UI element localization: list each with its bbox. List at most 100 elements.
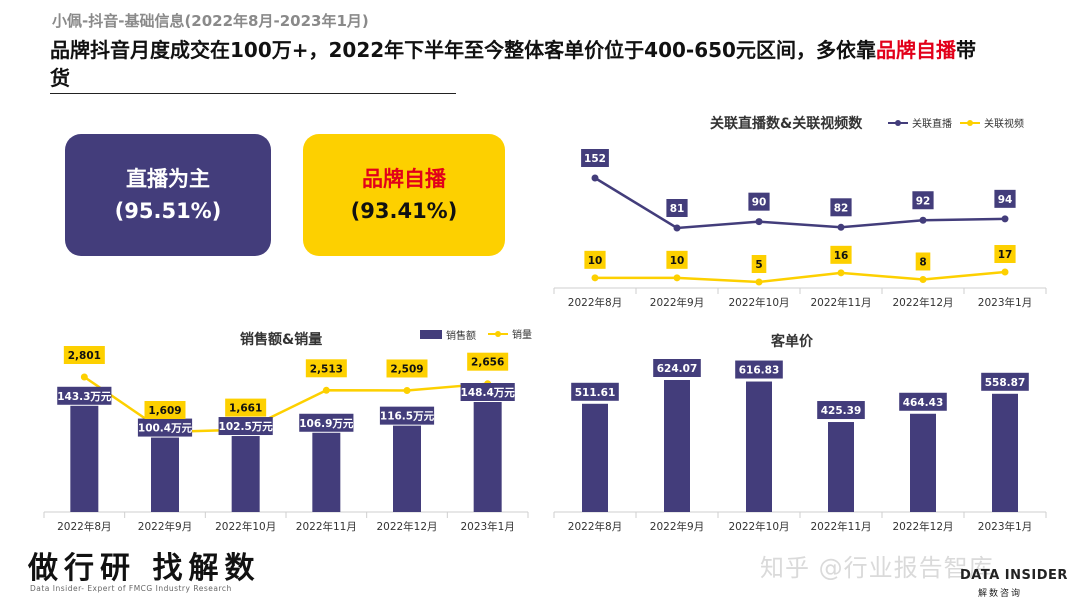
legend-marker: [495, 331, 501, 337]
live-share-card: 直播为主 (95.51%): [65, 134, 271, 256]
sales-bar: [312, 432, 341, 512]
data-insider-logo: DATA INSIDER: [960, 568, 1068, 583]
watermark: 知乎 @行业报告智库: [760, 554, 994, 582]
data-label-bg: [751, 255, 767, 273]
data-point: [322, 386, 330, 394]
data-label-bg: [830, 198, 852, 217]
data-label: 10: [670, 255, 685, 267]
sales-label-bg: [137, 418, 193, 437]
data-label: 10: [588, 255, 603, 267]
data-point: [837, 269, 845, 277]
sales-chart: 销售额&销量 销售额 销量 2022年8月 2022年9月 2022年10月 2022年11…: [43, 328, 532, 533]
x-tick-label: 2022年10月: [728, 296, 789, 309]
x-tick-label: 2023年1月: [978, 296, 1032, 309]
volume-label: 2,801: [68, 350, 101, 362]
series-line: [594, 176, 1006, 230]
volume-label-bg: [467, 352, 509, 371]
data-label-bg: [994, 189, 1016, 208]
aov-label: 624.07: [657, 363, 698, 375]
sales-label: 106.9万元: [299, 418, 354, 430]
data-label-bg: [748, 192, 770, 211]
sales-label-bg: [299, 413, 354, 432]
aov-label-bg: [981, 372, 1029, 391]
aov-bar: [828, 422, 854, 512]
data-point: [673, 274, 681, 282]
x-tick-label: 2022年11月: [810, 520, 871, 533]
data-point: [755, 218, 763, 226]
x-tick-label: 2022年8月: [568, 296, 622, 309]
self-broadcast-title: 品牌自播: [362, 167, 446, 191]
data-label-bg: [912, 191, 934, 210]
legend-label: 销量: [512, 328, 532, 341]
data-label-bg: [994, 245, 1016, 263]
data-point: [1001, 215, 1009, 223]
chart-title: 客单价: [770, 333, 814, 350]
legend-marker: [420, 330, 442, 339]
data-point: [1001, 268, 1009, 276]
headline-text: 品牌抖音月度成交在100万+，2022年下半年至今整体客单价位于400-650元…: [50, 38, 876, 62]
data-label: 152: [584, 153, 606, 165]
footer-tagline: Data Insider- Expert of FMCG Industry Re…: [30, 584, 232, 593]
volume-label-bg: [225, 398, 267, 417]
aov-label: 616.83: [739, 365, 780, 377]
sales-label: 102.5万元: [219, 421, 274, 433]
x-tick-label: 2022年12月: [892, 520, 953, 533]
headline-underline: [50, 93, 456, 94]
live-video-chart: 关联直播数&关联视频数 关联直播 关联视频 2022年8月 2022年9月 2022年10…: [553, 115, 1047, 309]
sales-bar: [473, 402, 502, 512]
data-label: 90: [752, 197, 767, 209]
aov-label-bg: [571, 382, 619, 401]
chart-title: 关联直播数&关联视频数: [710, 115, 863, 132]
headline-highlight: 品牌自播: [875, 38, 956, 62]
volume-label-bg: [144, 401, 186, 419]
data-label: 82: [834, 202, 849, 214]
volume-label: 1,609: [148, 405, 181, 417]
volume-label-bg: [305, 359, 347, 378]
data-label-bg: [830, 245, 852, 264]
data-label: 81: [670, 203, 685, 215]
aov-bar: [664, 380, 690, 512]
volume-label: 2,513: [310, 363, 343, 375]
data-label: 5: [755, 259, 762, 271]
aov-label: 558.87: [985, 377, 1026, 389]
aov-label: 511.61: [575, 387, 616, 399]
x-tick-label: 2022年8月: [568, 520, 622, 533]
volume-label: 1,661: [229, 403, 262, 415]
chart-title: 销售额&销量: [240, 331, 322, 348]
sales-label: 100.4万元: [138, 423, 193, 435]
sales-label-bg: [379, 406, 435, 425]
data-point: [80, 373, 88, 381]
x-tick-label: 2022年11月: [810, 296, 871, 309]
x-tick-label: 2022年11月: [296, 520, 357, 533]
x-tick-label: 2022年12月: [892, 296, 953, 309]
data-label-bg: [584, 250, 606, 269]
sales-bar: [231, 436, 260, 512]
data-point: [591, 174, 599, 182]
legend-marker: [967, 120, 973, 126]
x-tick-label: 2022年9月: [138, 520, 192, 533]
aov-label-bg: [817, 401, 865, 420]
volume-label-bg: [63, 346, 105, 364]
sales-label-bg: [218, 417, 273, 436]
self-broadcast-value: (93.41%): [350, 199, 458, 223]
data-point: [591, 274, 599, 282]
sales-bar: [151, 437, 179, 512]
sales-bar: [393, 425, 421, 512]
data-point: [919, 216, 927, 224]
live-share-value: (95.51%): [114, 199, 222, 223]
aov-label-bg: [653, 359, 701, 377]
data-label: 92: [916, 195, 931, 207]
legend-marker: [895, 120, 901, 126]
data-point: [837, 223, 845, 231]
data-label-bg: [666, 199, 688, 217]
data-label: 16: [834, 250, 849, 262]
aov-bar: [992, 393, 1018, 512]
footer-logo: 做行研 找解数: [28, 551, 261, 586]
data-label: 17: [998, 249, 1013, 261]
aov-label-bg: [899, 392, 947, 411]
page-headline: 品牌抖音月度成交在100万+，2022年下半年至今整体客单价位于400-650元…: [50, 36, 990, 92]
data-label-bg: [666, 250, 688, 269]
aov-label: 464.43: [903, 397, 944, 409]
data-point: [403, 386, 411, 394]
data-label: 8: [919, 257, 926, 269]
